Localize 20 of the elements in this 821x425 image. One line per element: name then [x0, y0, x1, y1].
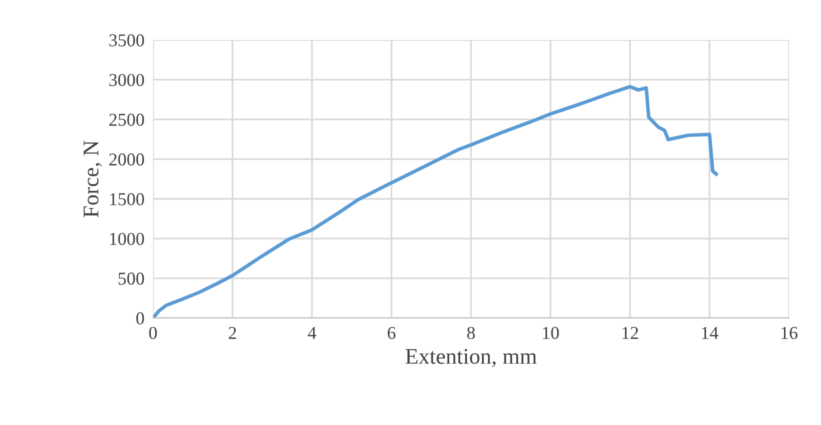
line-series — [153, 84, 718, 318]
x-tick-label: 4 — [308, 326, 316, 339]
x-tick-label: 8 — [467, 326, 475, 340]
x-tick-label: 10 — [543, 326, 559, 340]
y-tick-label: 3500 — [109, 34, 144, 46]
y-tick-label: 1000 — [110, 232, 144, 246]
x-tick-label: 16 — [782, 326, 798, 340]
x-tick-label: 14 — [702, 326, 718, 339]
x-tick-label: 12 — [622, 326, 638, 339]
y-tick-label: 3000 — [109, 74, 144, 86]
y-tick-label: 2500 — [109, 114, 144, 126]
y-tick-label: 2000 — [109, 153, 144, 166]
y-tick-label: 500 — [118, 272, 144, 285]
x-axis-title: Extention, mm — [406, 348, 537, 368]
x-tick-label: 2 — [228, 326, 236, 339]
x-tick-label: 0 — [149, 326, 157, 340]
x-tick-label: 6 — [388, 326, 396, 340]
y-axis-title: Force, N — [84, 140, 102, 218]
y-tick-label: 0 — [136, 312, 144, 324]
y-tick-label: 1500 — [110, 193, 144, 206]
